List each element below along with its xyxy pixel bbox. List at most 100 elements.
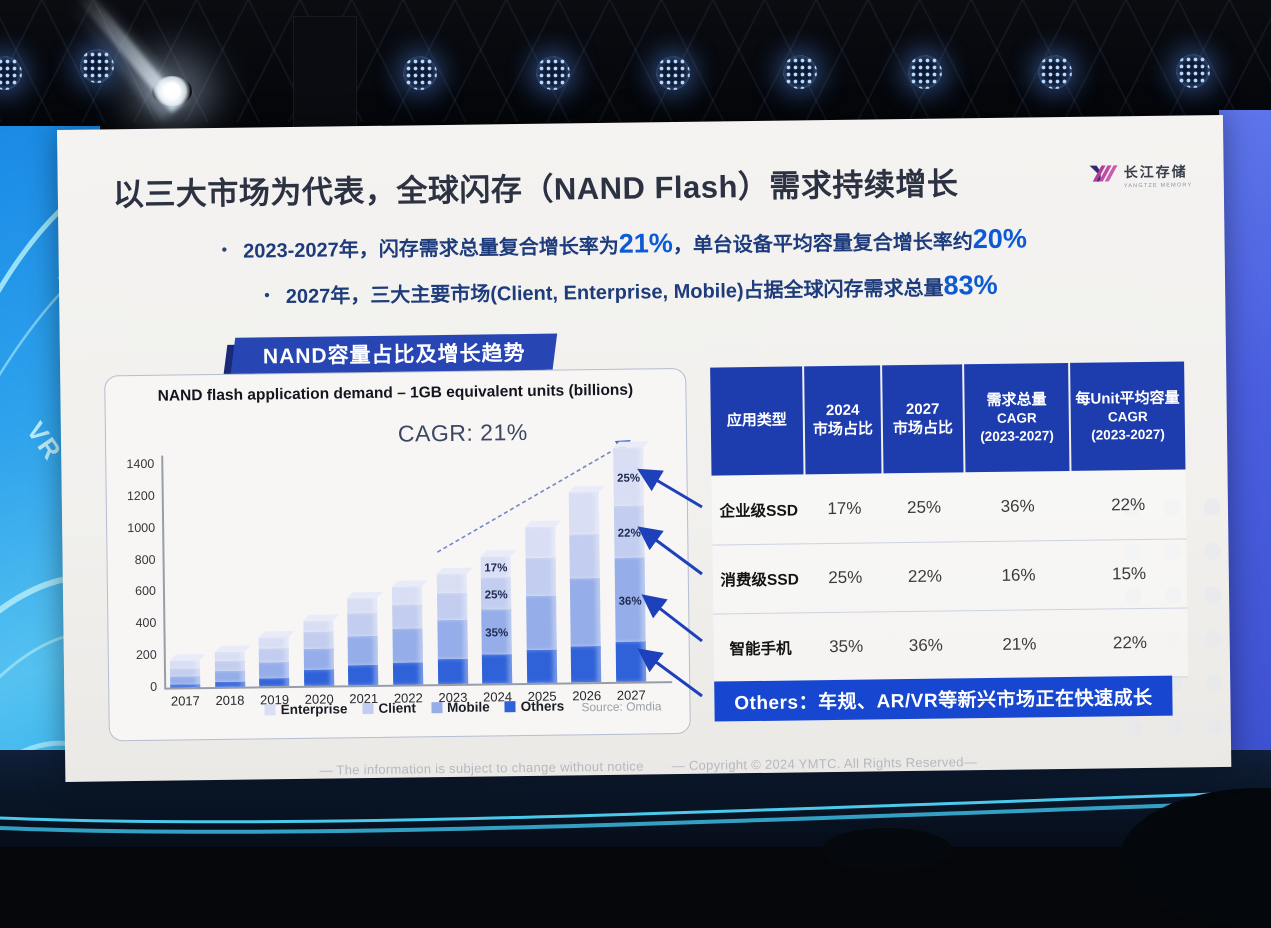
bar-segment	[258, 648, 290, 663]
bar-3d-cap	[569, 485, 606, 493]
bar-segment	[303, 631, 334, 649]
bar-segment	[169, 667, 201, 677]
bar-group	[524, 520, 561, 683]
tick-label: 1200	[126, 488, 155, 503]
row-value: 16%	[1001, 565, 1036, 585]
bar-segment	[214, 670, 245, 683]
table-header-cell: 需求总量 CAGR (2023-2027)	[964, 362, 1070, 473]
header-line: 需求总量	[986, 390, 1047, 409]
bar-segment	[214, 682, 245, 688]
legend-swatch	[504, 701, 516, 713]
brand-name-en: YANGTZE MEMORY	[1123, 182, 1193, 190]
footer-disclaimer: — The information is subject to change w…	[319, 758, 644, 778]
tick-label: 800	[134, 552, 156, 567]
bar-segment	[259, 678, 290, 687]
legend-item: Enterprise	[264, 701, 348, 718]
bar-3d-cap	[169, 654, 206, 661]
header-line: CAGR	[1107, 409, 1148, 425]
header-line: 应用类型	[726, 411, 787, 430]
bar-label: 25%	[484, 589, 508, 602]
bullet-dot-icon: •	[264, 287, 270, 305]
bar-group	[258, 630, 295, 687]
bar-segment	[258, 636, 289, 649]
bar-3d-cap	[258, 630, 295, 638]
table-row: 智能手机 35% 36% 21% 22%	[713, 608, 1189, 684]
bar-segment	[525, 557, 556, 596]
presentation-slide: 以三大市场为代表，全球闪存（NAND Flash）需求持续增长 长江存储 YAN…	[57, 114, 1232, 782]
bar-segment	[170, 675, 201, 685]
chart-plot: CAGR: 21% 0 200 400 600 800 1000 1200 1400 2017 2…	[105, 369, 690, 740]
bar-group	[303, 614, 340, 686]
bar-segment	[436, 592, 467, 621]
bar-3d-cap	[303, 614, 340, 621]
bar-segment	[347, 612, 378, 636]
bar-segment	[569, 534, 601, 579]
bar-label: 25%	[616, 472, 641, 485]
table-header-cell: 应用类型	[710, 366, 804, 476]
header-line: 2027	[905, 400, 940, 418]
table-row: 消费级SSD 25% 22% 16% 15%	[712, 539, 1188, 615]
bar-3d-cap	[391, 580, 428, 587]
bar-segment	[392, 661, 424, 685]
legend-item: Others	[504, 698, 564, 714]
bar-group	[436, 567, 473, 685]
bar-3d-cap	[613, 441, 650, 448]
legend-item: Mobile	[430, 699, 490, 715]
section-badge-label: NAND容量占比及增长趋势	[262, 341, 526, 369]
row-value: 25%	[906, 497, 942, 518]
stage-light-icon	[656, 56, 690, 90]
bullet-text: 2023-2027年，闪存需求总量复合增长率为	[243, 235, 619, 263]
row-value: 21%	[1002, 634, 1037, 654]
header-line: 市场占比	[812, 420, 874, 439]
bar-label: 36%	[618, 595, 642, 608]
table-header-cell: 2027 市场占比	[882, 364, 964, 474]
row-value: 22%	[907, 566, 943, 587]
bar-group	[391, 580, 428, 685]
stage-light-icon	[80, 49, 114, 83]
bar-segment	[569, 492, 600, 535]
bar-3d-cap	[524, 520, 561, 527]
brand-name-cn: 长江存储	[1123, 163, 1188, 181]
header-line: (2023-2027)	[980, 427, 1054, 444]
table-header-cell: 2024 市场占比	[804, 365, 882, 475]
table-header-cell: 每Unit平均容量 CAGR (2023-2027)	[1070, 361, 1186, 471]
header-line: 每Unit平均容量	[1075, 389, 1180, 408]
ymtc-logo-icon	[1089, 165, 1118, 182]
row-label: 企业级SSD	[719, 502, 799, 521]
legend-swatch	[430, 702, 443, 714]
footer-copyright: — Copyright © 2024 YMTC. All Rights Rese…	[671, 754, 978, 774]
bar-segment	[526, 649, 557, 683]
legend-swatch	[362, 702, 374, 715]
legend-label: Client	[378, 700, 417, 716]
bar-segment	[392, 604, 423, 629]
bullet-item: • 2027年，三大主要市场(Client, Enterprise, Mobile…	[264, 270, 998, 310]
bar-segment	[524, 526, 556, 559]
bar-segment	[436, 620, 468, 659]
bar-segment	[347, 598, 378, 614]
row-value: 35%	[829, 636, 864, 657]
bar-group	[347, 591, 384, 686]
bar-group	[214, 645, 251, 688]
bar-3d-cap	[347, 591, 384, 599]
section-badge: NAND容量占比及增长趋势	[230, 333, 558, 374]
spotlight-icon	[152, 76, 192, 106]
bar-3d-cap	[436, 567, 473, 575]
chart-card: NAND flash application demand – 1GB equi…	[104, 367, 691, 742]
bar-segment	[259, 661, 290, 679]
header-line: 2024	[825, 401, 860, 419]
y-axis	[161, 455, 166, 688]
bar-segment	[570, 577, 602, 647]
bullet-highlight-value: 83%	[943, 269, 998, 301]
tick-label: 1400	[126, 456, 155, 472]
source-label: Source: Omdia	[581, 699, 662, 715]
bullet-text: ，单台设备平均容量复合增长率约	[672, 231, 973, 258]
stage-light-icon	[536, 56, 570, 90]
legend-label: Enterprise	[280, 701, 348, 718]
others-banner-label: Others：车规、AR/VR等新兴市场正在快速成长	[734, 687, 1153, 714]
stage-truss	[0, 0, 1271, 122]
bar-label: 22%	[617, 527, 641, 540]
header-line: CAGR	[996, 410, 1037, 427]
bar-segment	[303, 648, 334, 671]
bullet-highlight-value: 20%	[972, 223, 1028, 255]
bar-segment	[170, 684, 201, 688]
